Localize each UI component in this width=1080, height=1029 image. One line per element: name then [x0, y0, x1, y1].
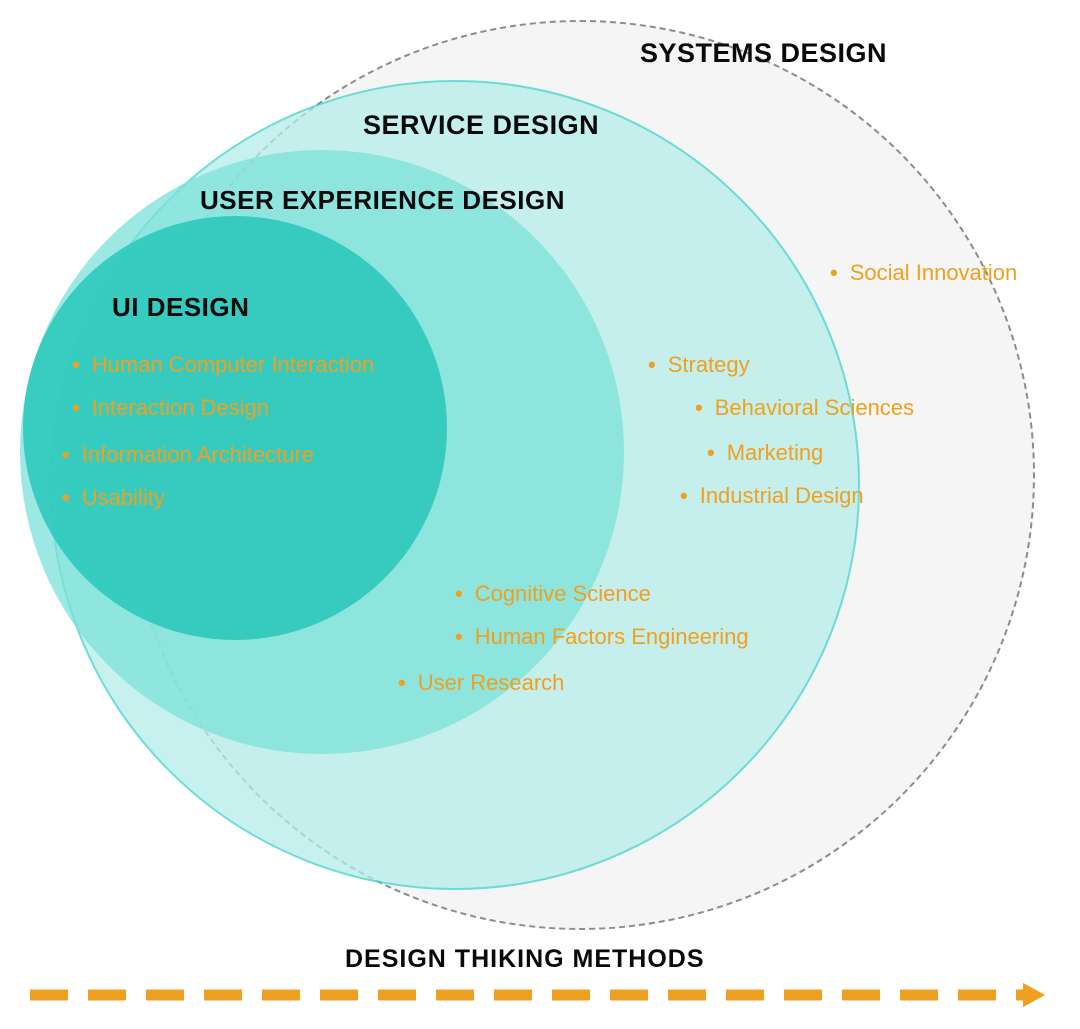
item-text: Industrial Design — [700, 483, 864, 508]
item-usability: •Usability — [62, 485, 165, 511]
item-text: Marketing — [727, 440, 824, 465]
item-strategy: •Strategy — [648, 352, 750, 378]
item-text: Usability — [82, 485, 165, 510]
item-interaction-design: •Interaction Design — [72, 395, 269, 421]
item-marketing: •Marketing — [707, 440, 823, 466]
label-ux-design: USER EXPERIENCE DESIGN — [200, 185, 565, 216]
item-text: Human Factors Engineering — [475, 624, 749, 649]
footer-title: DESIGN THIKING METHODS — [345, 945, 705, 974]
arrow-dashed-icon — [0, 975, 1080, 1015]
item-text: Behavioral Sciences — [715, 395, 914, 420]
item-information-architecture: •Information Architecture — [62, 442, 314, 468]
item-text: Social Innovation — [850, 260, 1018, 285]
design-nested-diagram: SYSTEMS DESIGN SERVICE DESIGN USER EXPER… — [0, 0, 1080, 1029]
label-ui-design: UI DESIGN — [112, 292, 249, 323]
item-social-innovation: •Social Innovation — [830, 260, 1017, 286]
label-systems-design: SYSTEMS DESIGN — [640, 38, 887, 69]
item-cognitive-science: •Cognitive Science — [455, 581, 651, 607]
item-human-factors: •Human Factors Engineering — [455, 624, 749, 650]
item-text: Human Computer Interaction — [92, 352, 374, 377]
item-text: Interaction Design — [92, 395, 269, 420]
item-text: Strategy — [668, 352, 750, 377]
item-industrial-design: •Industrial Design — [680, 483, 864, 509]
item-hci: •Human Computer Interaction — [72, 352, 374, 378]
item-user-research: •User Research — [398, 670, 564, 696]
item-text: Cognitive Science — [475, 581, 651, 606]
item-behavioral-sciences: •Behavioral Sciences — [695, 395, 914, 421]
circle-ui-design — [23, 216, 447, 640]
label-service-design: SERVICE DESIGN — [363, 110, 599, 141]
item-text: User Research — [418, 670, 565, 695]
item-text: Information Architecture — [82, 442, 314, 467]
